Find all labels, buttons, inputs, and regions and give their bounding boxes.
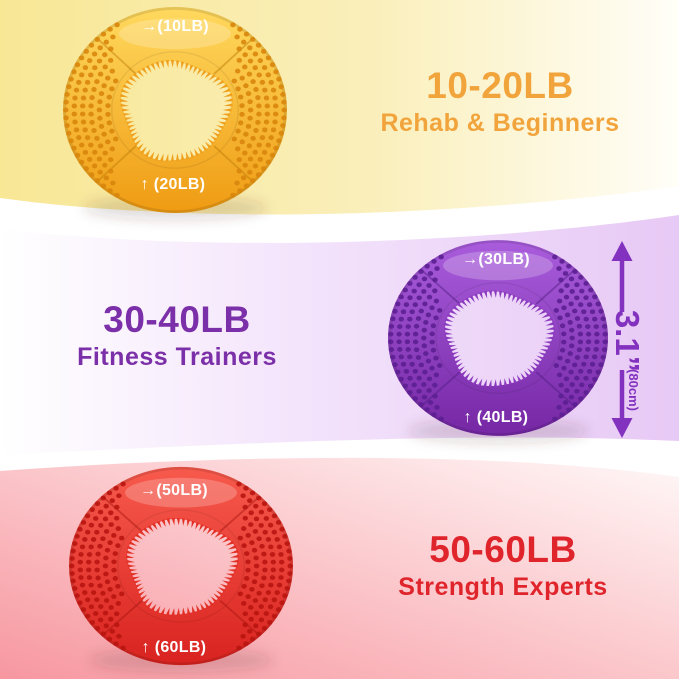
- grip-ring-purple: [388, 240, 608, 444]
- dimension-arrow-head-down: [611, 418, 633, 438]
- ring-bottom-label: ↑ (60LB): [141, 639, 207, 656]
- ring-bottom-label: ↑ (40LB): [463, 409, 529, 426]
- ring-bottom-label: ↑ (20LB): [140, 176, 206, 193]
- ring-top-label: →(50LB): [140, 482, 208, 499]
- ring-top-label: →(30LB): [462, 251, 530, 268]
- weight-range-heading: 10-20LB: [426, 65, 574, 106]
- audience-label: Fitness Trainers: [77, 342, 277, 371]
- grip-ring-red: [69, 466, 293, 673]
- callout-rehab-beginners: 10-20LB Rehab & Beginners: [380, 66, 619, 138]
- ring-top-label: →(10LB): [141, 18, 209, 35]
- dimension-arrow-head-up: [611, 241, 633, 261]
- audience-label: Strength Experts: [398, 572, 608, 601]
- callout-strength-experts: 50-60LB Strength Experts: [398, 530, 607, 602]
- dimension-inches-label: 3.1”: [609, 310, 646, 372]
- grip-ring-yellow: [63, 6, 287, 220]
- dimension-cm-label: (80cm): [626, 369, 641, 411]
- weight-range-heading: 30-40LB: [103, 299, 251, 340]
- audience-label: Rehab & Beginners: [380, 108, 620, 137]
- dimension-arrow: 3.1” (80cm): [609, 241, 646, 438]
- weight-range-heading: 50-60LB: [429, 529, 577, 570]
- callout-fitness-trainers: 30-40LB Fitness Trainers: [77, 300, 277, 372]
